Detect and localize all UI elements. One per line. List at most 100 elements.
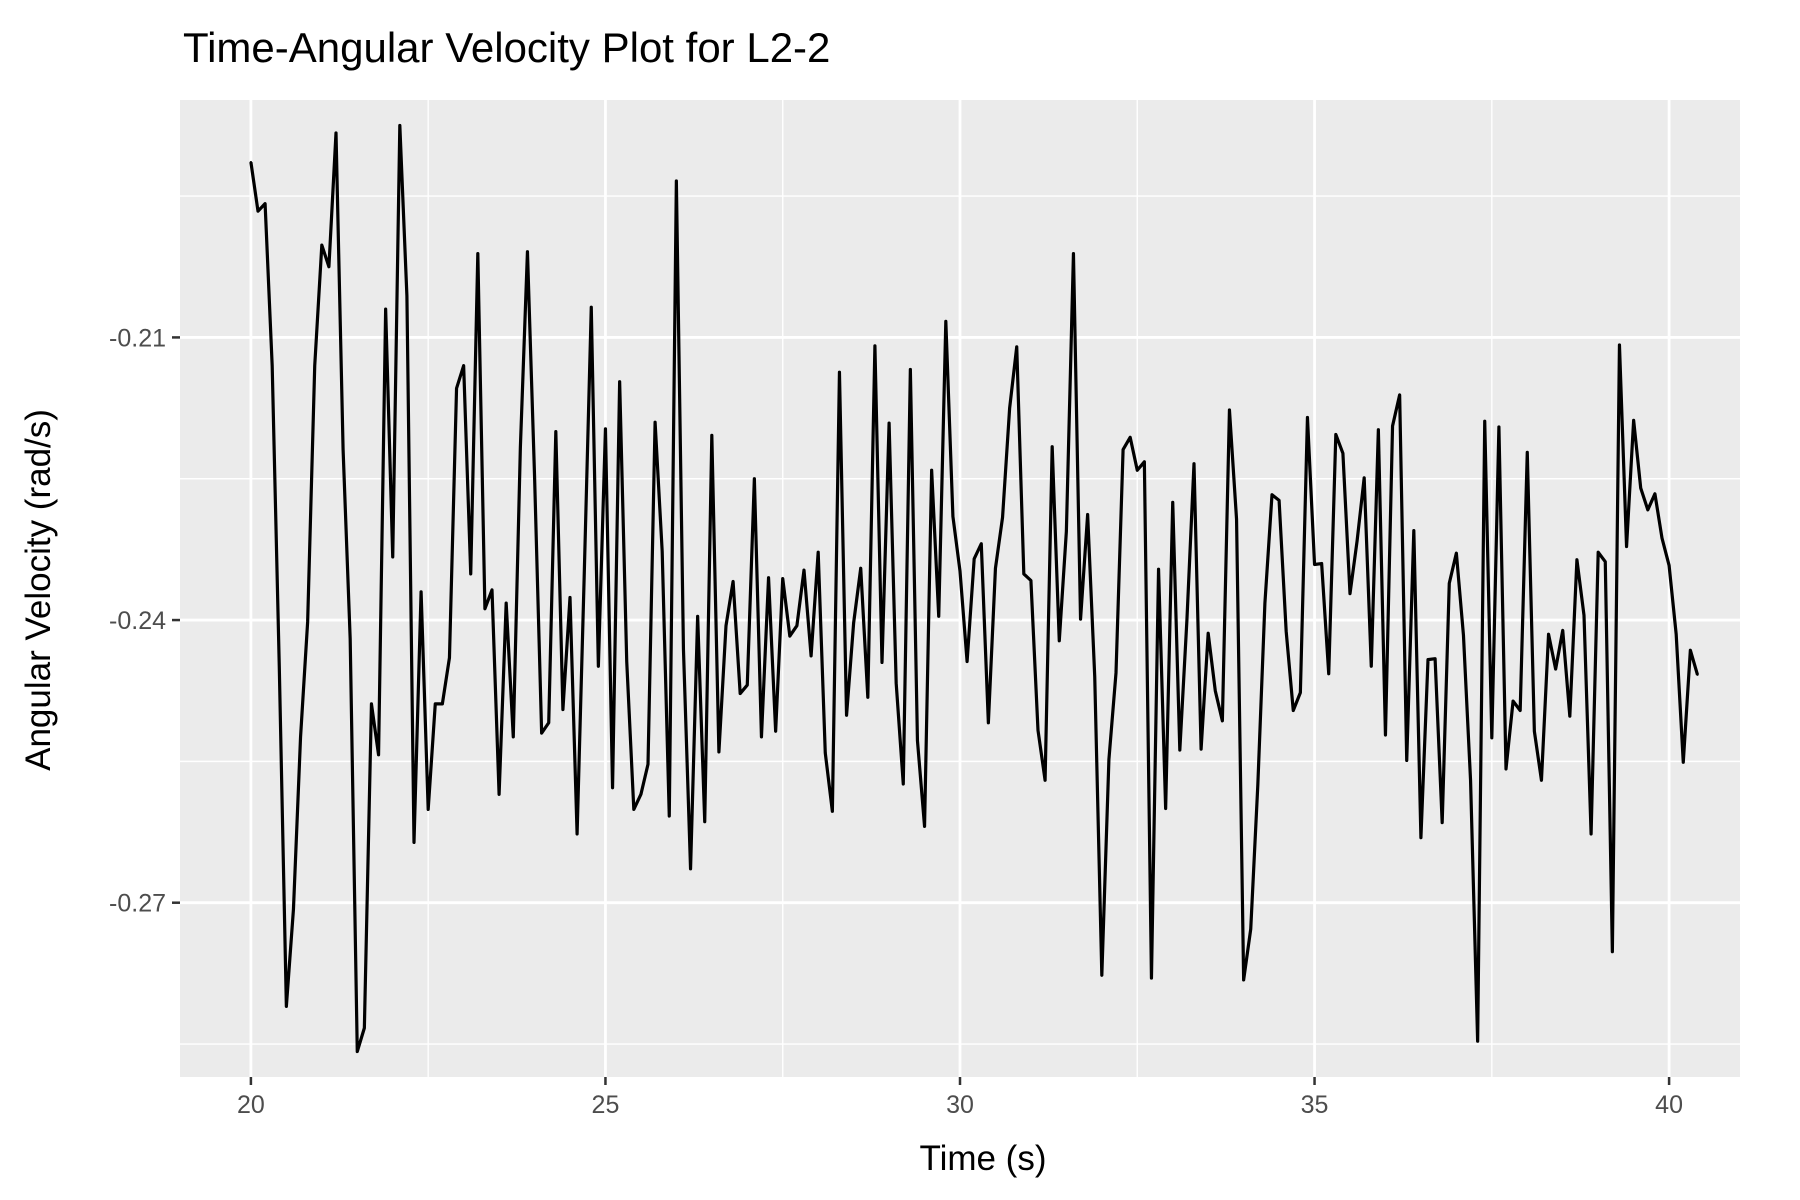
data-point bbox=[632, 808, 636, 811]
data-point bbox=[426, 808, 430, 811]
data-point bbox=[1284, 630, 1288, 633]
data-point bbox=[958, 569, 962, 573]
data-point bbox=[391, 555, 394, 559]
data-point bbox=[1015, 345, 1018, 349]
data-point bbox=[575, 832, 579, 836]
data-point bbox=[1589, 832, 1593, 836]
data-point bbox=[1050, 445, 1054, 448]
data-point bbox=[887, 421, 891, 425]
data-point bbox=[795, 624, 799, 627]
data-point bbox=[682, 648, 685, 651]
data-point bbox=[377, 753, 380, 756]
data-point bbox=[519, 446, 522, 449]
data-point bbox=[994, 567, 997, 570]
y-tick-label: -0.21 bbox=[109, 324, 166, 352]
data-point bbox=[1476, 1040, 1479, 1043]
data-point bbox=[1632, 419, 1635, 422]
data-point bbox=[348, 637, 352, 641]
data-point bbox=[320, 243, 324, 247]
data-point bbox=[533, 474, 536, 478]
data-point bbox=[448, 656, 451, 659]
data-point bbox=[703, 820, 706, 823]
data-point bbox=[356, 1050, 359, 1053]
data-point bbox=[1313, 563, 1316, 566]
data-point bbox=[646, 763, 650, 766]
data-point bbox=[313, 364, 316, 367]
data-point bbox=[731, 580, 735, 583]
data-point bbox=[668, 814, 671, 818]
y-tick-label: -0.24 bbox=[109, 607, 166, 635]
data-point bbox=[1256, 783, 1260, 787]
data-point bbox=[1547, 632, 1550, 636]
data-point bbox=[972, 557, 976, 561]
data-point bbox=[1341, 452, 1345, 455]
data-point bbox=[1504, 767, 1508, 771]
data-point bbox=[1646, 508, 1650, 512]
data-point bbox=[263, 202, 267, 205]
data-point bbox=[1440, 821, 1444, 824]
data-point bbox=[490, 588, 494, 592]
data-point bbox=[902, 782, 905, 786]
data-point bbox=[1540, 779, 1543, 782]
data-point bbox=[1065, 530, 1068, 533]
data-point bbox=[1426, 658, 1430, 661]
data-point bbox=[1483, 420, 1486, 423]
data-point bbox=[980, 542, 983, 545]
data-point bbox=[405, 294, 409, 298]
data-point bbox=[597, 665, 600, 668]
data-point bbox=[1029, 579, 1033, 582]
data-point bbox=[724, 624, 728, 627]
data-point bbox=[1362, 476, 1366, 479]
data-point bbox=[1575, 558, 1579, 561]
data-point bbox=[1667, 564, 1671, 567]
data-point bbox=[1022, 572, 1026, 576]
data-point bbox=[824, 751, 827, 755]
data-point bbox=[1228, 408, 1231, 412]
data-point bbox=[746, 683, 749, 687]
data-point bbox=[327, 265, 331, 268]
data-point bbox=[923, 825, 926, 828]
chart-title: Time-Angular Velocity Plot for L2-2 bbox=[183, 24, 830, 71]
data-point bbox=[483, 607, 487, 610]
data-point bbox=[554, 430, 558, 433]
data-point bbox=[738, 692, 742, 695]
data-point bbox=[334, 131, 338, 135]
data-point bbox=[1660, 536, 1664, 540]
data-point bbox=[1419, 836, 1423, 839]
data-point bbox=[1107, 758, 1111, 761]
data-point bbox=[1568, 714, 1572, 718]
data-point bbox=[1455, 551, 1458, 555]
data-point bbox=[398, 124, 402, 127]
data-point bbox=[852, 621, 855, 625]
data-point bbox=[1462, 633, 1465, 637]
data-point bbox=[1008, 406, 1011, 410]
data-point bbox=[1093, 675, 1096, 678]
data-point bbox=[1277, 499, 1281, 502]
data-point bbox=[1178, 748, 1182, 752]
data-point bbox=[1653, 492, 1657, 496]
data-point bbox=[1086, 513, 1089, 516]
data-point bbox=[1171, 501, 1174, 504]
data-point bbox=[660, 550, 664, 553]
data-point bbox=[561, 708, 565, 711]
data-point bbox=[1199, 747, 1203, 751]
data-point bbox=[717, 750, 721, 754]
data-point bbox=[306, 620, 309, 624]
data-point bbox=[866, 696, 870, 699]
data-point bbox=[753, 477, 756, 480]
data-point bbox=[859, 567, 862, 570]
data-point bbox=[1320, 562, 1323, 565]
data-point bbox=[916, 739, 919, 742]
data-point bbox=[1150, 976, 1153, 980]
data-point bbox=[781, 577, 784, 580]
data-point bbox=[1554, 667, 1557, 671]
data-point bbox=[809, 654, 813, 658]
data-point bbox=[909, 368, 912, 371]
data-point bbox=[1001, 516, 1004, 519]
y-axis-label: Angular Velocity (rad/s) bbox=[19, 409, 58, 771]
data-point bbox=[1682, 761, 1685, 764]
data-point bbox=[547, 721, 550, 724]
data-point bbox=[412, 841, 416, 844]
data-point bbox=[249, 160, 253, 164]
